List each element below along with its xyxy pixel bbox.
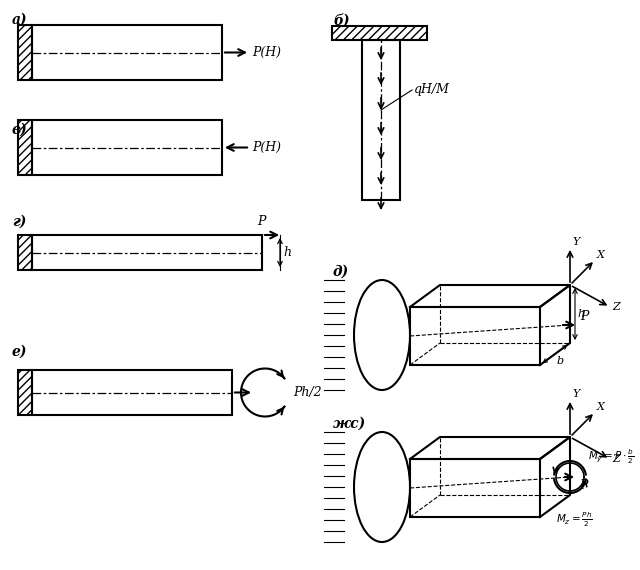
Text: P: P xyxy=(257,215,266,228)
Text: P: P xyxy=(580,310,588,323)
Ellipse shape xyxy=(354,432,410,542)
Text: P: P xyxy=(579,479,588,492)
Bar xyxy=(18,370,32,415)
Bar xyxy=(410,307,540,365)
Text: X: X xyxy=(597,402,605,412)
Bar xyxy=(18,120,32,175)
Text: Ph/2: Ph/2 xyxy=(293,386,322,399)
Text: Y: Y xyxy=(572,237,579,247)
Text: е): е) xyxy=(12,345,28,359)
Text: Z: Z xyxy=(612,454,620,464)
Text: б): б) xyxy=(333,13,349,27)
Bar xyxy=(18,25,32,80)
Text: $M_y=P\cdot\frac{b}{2}$: $M_y=P\cdot\frac{b}{2}$ xyxy=(588,447,634,466)
Text: г): г) xyxy=(12,215,26,229)
Text: д): д) xyxy=(333,265,349,279)
Text: жс): жс) xyxy=(333,417,366,431)
Bar xyxy=(32,120,222,175)
Text: X: X xyxy=(597,250,605,260)
Ellipse shape xyxy=(354,280,410,390)
Bar xyxy=(32,370,232,415)
Text: P(Н): P(Н) xyxy=(252,46,281,59)
Text: Y: Y xyxy=(572,389,579,399)
Text: Z: Z xyxy=(612,302,620,312)
Bar xyxy=(32,235,262,270)
Text: а): а) xyxy=(12,13,28,27)
Bar xyxy=(410,459,540,517)
Bar xyxy=(32,25,222,80)
Text: h: h xyxy=(283,246,291,259)
Text: b: b xyxy=(557,356,564,366)
Text: qН/М: qН/М xyxy=(414,83,450,96)
Bar xyxy=(332,26,427,40)
Bar xyxy=(18,235,32,270)
Bar xyxy=(362,40,400,200)
Text: h: h xyxy=(577,309,584,319)
Text: $M_z=\frac{Ph}{2}$: $M_z=\frac{Ph}{2}$ xyxy=(556,511,593,530)
Text: в): в) xyxy=(12,123,28,137)
Text: P(Н): P(Н) xyxy=(252,141,281,154)
